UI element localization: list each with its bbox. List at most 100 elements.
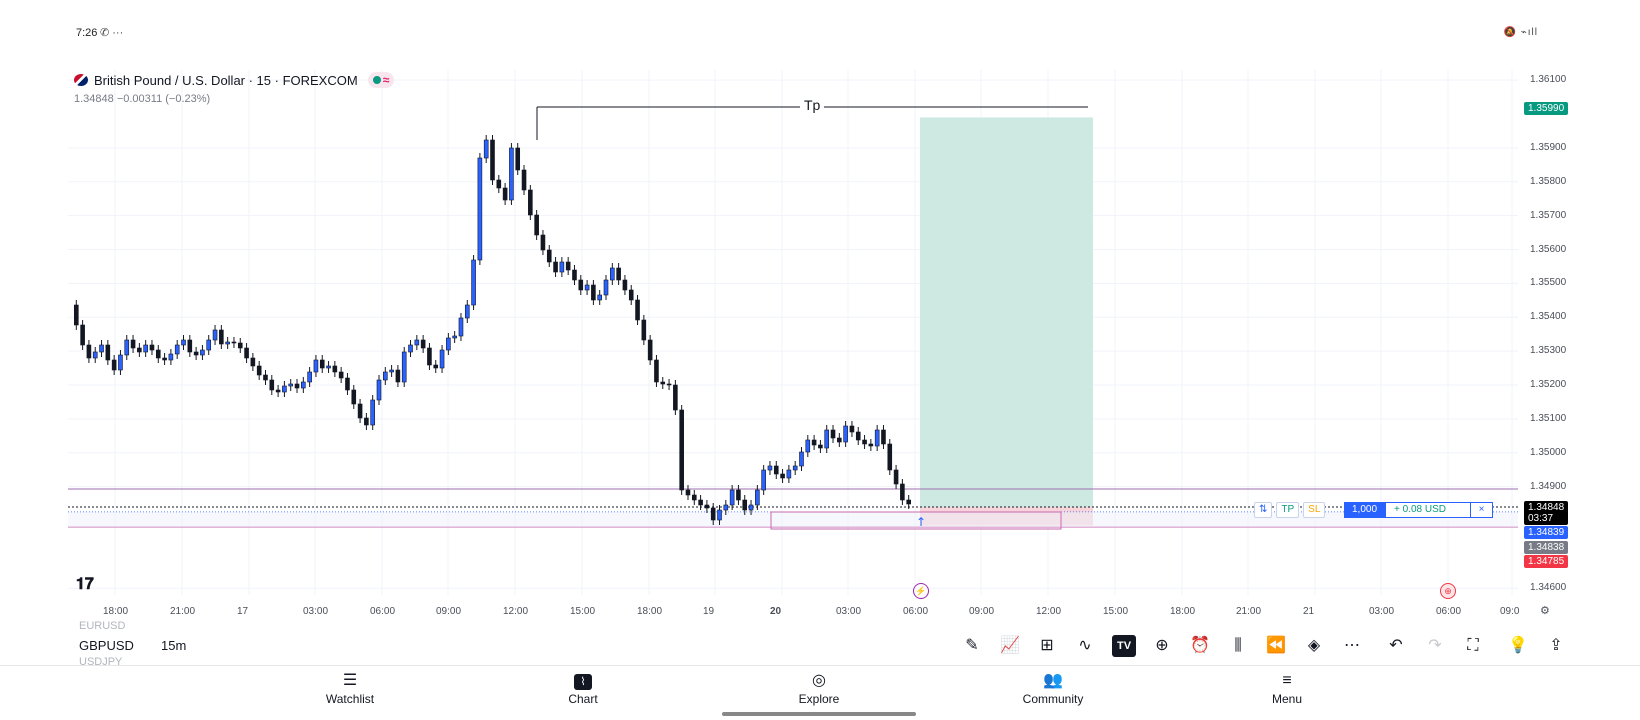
candle-body <box>572 269 577 281</box>
candle-body <box>237 342 243 349</box>
candle-body <box>111 359 117 371</box>
layouts-icon[interactable]: ⊞ <box>1040 637 1054 654</box>
ohlc-change: 1.34848 −0.00311 (−0.23%) <box>74 93 211 105</box>
candle-body <box>439 349 445 369</box>
candle-body <box>414 339 420 346</box>
layers-icon[interactable]: ◈ <box>1307 637 1321 654</box>
redo-icon[interactable]: ↷ <box>1428 637 1442 654</box>
compare-icon[interactable]: ∿ <box>1078 637 1092 654</box>
interval-selector[interactable]: 15m <box>161 638 187 653</box>
candle-body <box>256 365 262 376</box>
candle-body <box>628 289 634 301</box>
share-icon[interactable]: ⇪ <box>1549 637 1563 654</box>
indicators-icon[interactable]: 📈 <box>1000 637 1020 654</box>
symbol-legend[interactable]: British Pound / U.S. Dollar · 15 · FOREX… <box>74 72 395 88</box>
candle-body <box>86 344 92 359</box>
position-quantity[interactable]: 1,000 <box>1344 502 1386 518</box>
close-position-button[interactable]: × <box>1471 502 1494 518</box>
symbol-selector[interactable]: GBPUSD <box>79 638 134 653</box>
position-box[interactable]: 1,000 + 0.08 USD × <box>1344 502 1494 518</box>
candle-body <box>351 389 357 405</box>
reverse-position-button[interactable]: ⇅ <box>1254 502 1273 518</box>
candle-body <box>130 339 136 349</box>
range-band <box>68 512 1518 527</box>
candle-body <box>282 385 287 393</box>
candle-body <box>647 339 653 361</box>
trade-panel: ⇅ TP SL <box>1254 502 1326 518</box>
fullscreen-icon[interactable]: ⛶ <box>1467 637 1479 654</box>
bottom-navigation: ☰ Watchlist ⌇ Chart ◎ Explore 👥 Communit… <box>0 665 1640 720</box>
take-profit-zone <box>920 117 1093 508</box>
candle-body <box>401 351 407 383</box>
tradingview-icon[interactable]: TV <box>1112 635 1136 657</box>
status-icons: ✆ ··· <box>100 27 124 39</box>
watchlist-icon: ☰ <box>342 672 358 689</box>
candle-body <box>622 279 628 291</box>
price-chart[interactable]: ↑ <box>0 0 1640 627</box>
nav-watchlist[interactable]: ☰ Watchlist <box>290 672 410 706</box>
candle-body <box>137 347 142 353</box>
candle-body <box>376 379 382 401</box>
community-icon: 👥 <box>1043 672 1063 689</box>
candle-body <box>849 425 855 433</box>
take-profit-button[interactable]: TP <box>1276 502 1300 518</box>
prev-symbol[interactable]: EURUSD <box>79 620 126 632</box>
nav-label: Community <box>1022 692 1084 706</box>
candle-body <box>181 339 186 346</box>
nav-chart[interactable]: ⌇ Chart <box>523 672 643 706</box>
candle-body <box>837 437 842 443</box>
symbol-title[interactable]: British Pound / U.S. Dollar · 15 · FOREX… <box>94 72 358 88</box>
nav-label: Explore <box>798 692 840 706</box>
candle-body <box>603 279 609 296</box>
candle-body <box>364 417 369 426</box>
currency-flag-icon <box>74 74 88 86</box>
tp-drawing-label[interactable]: Tp <box>800 97 825 113</box>
candle-body <box>578 279 584 291</box>
home-indicator[interactable] <box>722 712 916 716</box>
price-tick: 1.35900 <box>1530 141 1567 153</box>
nav-label: Chart <box>568 692 598 706</box>
candle-body <box>326 365 331 369</box>
candle-body <box>225 341 230 345</box>
candle-body <box>307 371 312 383</box>
nav-community[interactable]: 👥 Community <box>993 672 1113 706</box>
stop-loss-button[interactable]: SL <box>1303 502 1326 518</box>
candle-body <box>74 304 79 326</box>
candle-body <box>565 261 571 271</box>
tradingview-logo[interactable]: 𝟏𝟕 <box>76 576 94 593</box>
candle-body <box>433 364 439 369</box>
candle-body <box>811 439 817 446</box>
candle-body <box>193 351 199 356</box>
candle-body <box>660 381 666 385</box>
add-icon[interactable]: ⊕ <box>1155 637 1169 654</box>
lightning-event-icon[interactable]: ⚡ <box>913 583 929 599</box>
axis-settings-icon[interactable]: ⚙ <box>1540 605 1550 617</box>
candle-body <box>105 344 111 361</box>
candle-body <box>174 344 180 355</box>
candle-body <box>685 489 691 496</box>
candle-body <box>490 139 495 181</box>
time-tick: 20 <box>770 606 782 617</box>
candle-body <box>155 349 161 359</box>
alert-icon[interactable]: ⏰ <box>1190 637 1210 654</box>
candle-body <box>748 504 754 511</box>
nav-explore[interactable]: ◎ Explore <box>759 672 879 706</box>
idea-icon[interactable]: 💡 <box>1508 637 1528 654</box>
more-icon[interactable]: ⋯ <box>1344 637 1360 654</box>
undo-icon[interactable]: ↶ <box>1389 637 1403 654</box>
candle-body <box>408 344 413 353</box>
pencil-icon[interactable]: ✎ <box>965 637 979 654</box>
candle-body <box>458 317 464 337</box>
candle-body <box>717 509 722 521</box>
legend-badges[interactable]: ≈ <box>367 72 395 88</box>
candle-body <box>786 469 792 479</box>
nav-menu[interactable]: ≡ Menu <box>1227 672 1347 706</box>
candle-body <box>799 451 804 467</box>
economic-event-icon[interactable]: ⊕ <box>1440 583 1456 599</box>
replay-icon[interactable]: ⏪ <box>1266 637 1286 654</box>
candle-body <box>187 339 193 353</box>
candle-body <box>496 179 502 189</box>
candle-body <box>698 499 703 506</box>
candles-icon[interactable]: ⫼ <box>1234 637 1242 654</box>
price-tick: 1.35300 <box>1530 345 1567 357</box>
